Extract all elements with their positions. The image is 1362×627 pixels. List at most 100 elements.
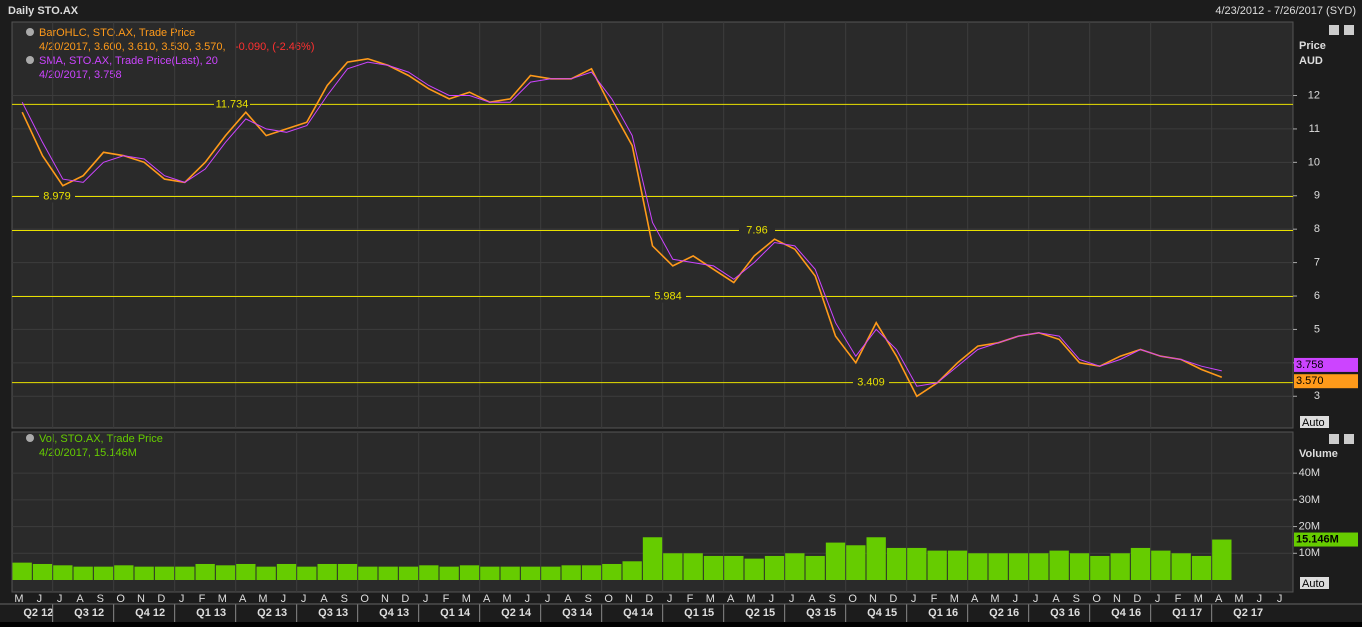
x-tick-label: J (1155, 593, 1161, 605)
x-tick-label: J (525, 593, 531, 605)
volume-bar (805, 555, 825, 580)
x-tick-label: M (1194, 593, 1203, 605)
legend-icon[interactable] (26, 28, 34, 36)
legend-icon[interactable] (26, 434, 34, 442)
x-tick-label: A (320, 593, 328, 605)
x-tick-label: J (1277, 593, 1283, 605)
legend-name: Vol, STO.AX, Trade Price (39, 433, 163, 445)
volume-bar (1110, 553, 1130, 580)
y-tick-label: 30M (1299, 494, 1320, 506)
volume-bar (581, 565, 602, 580)
x-tick-label: M (950, 593, 959, 605)
x-tick-label: J (545, 593, 551, 605)
y-tick-label: 6 (1314, 290, 1320, 302)
volume-bar (358, 566, 378, 580)
y-axis-label: Price (1299, 40, 1326, 52)
grid (12, 432, 1293, 592)
x-tick-label: S (1073, 593, 1080, 605)
annotation-label-bg (650, 290, 686, 303)
x-tick-label: D (401, 593, 409, 605)
grid (12, 22, 1293, 428)
legend-icon[interactable] (26, 56, 34, 64)
x-tick-label: O (848, 593, 857, 605)
annotation-label: 11.734 (216, 98, 249, 110)
volume-bar (439, 566, 459, 580)
x-tick-label: M (990, 593, 999, 605)
volume-bar (297, 566, 317, 580)
restore-button[interactable] (1329, 434, 1339, 444)
volume-bar (1090, 555, 1110, 580)
volume-bar (500, 566, 520, 580)
x-tick-label: M (258, 593, 267, 605)
volume-bar (337, 563, 358, 580)
close-button[interactable] (1344, 434, 1354, 444)
x-tick-label: M (14, 593, 23, 605)
panel-buttons[interactable] (1329, 25, 1354, 444)
auto-button[interactable] (1300, 577, 1329, 589)
x-tick-label: J (667, 593, 673, 605)
y-tick-label: 40M (1299, 467, 1320, 479)
quarter-label: Q2 14 (501, 607, 532, 619)
quarter-label: Q1 15 (684, 607, 714, 619)
auto-button[interactable] (1300, 416, 1329, 428)
volume-bar (825, 542, 846, 580)
volume-bar (114, 565, 134, 580)
volume-bar (1029, 553, 1049, 580)
volume-bar (846, 545, 866, 580)
legend-name: BarOHLC, STO.AX, Trade Price (39, 27, 195, 39)
y-tick-label: 8 (1314, 223, 1320, 235)
x-tick-label: M (746, 593, 755, 605)
y-tick-label: 10M (1299, 547, 1320, 559)
volume-bar (215, 565, 236, 580)
volume-bar (195, 563, 215, 580)
volume-bar (32, 563, 53, 580)
x-tick-label: S (585, 593, 592, 605)
volume-bar (1212, 539, 1232, 580)
x-tick-label: F (931, 593, 938, 605)
x-tick-label: J (789, 593, 795, 605)
x-tick-label: M (1234, 593, 1243, 605)
volume-bar (541, 566, 561, 580)
volume-bar (947, 550, 968, 580)
quarter-label: Q3 14 (562, 607, 593, 619)
volume-bar (256, 566, 276, 580)
x-tick-label: A (727, 593, 735, 605)
volume-bar (927, 550, 947, 580)
x-tick-label: S (341, 593, 348, 605)
volume-bar (1171, 553, 1191, 580)
chart-title: Daily STO.AX (8, 5, 79, 17)
legend-detail: 4/20/2017, 3.758 (39, 69, 122, 81)
volume-bar (1008, 553, 1029, 580)
annotation-label-bg (39, 190, 75, 203)
price-panel (11, 21, 1294, 429)
quarter-label: Q3 16 (1050, 607, 1080, 619)
quarter-label: Q1 14 (440, 607, 471, 619)
volume-bar (561, 565, 581, 580)
last-value-badge (1294, 532, 1358, 547)
volume-bar (93, 566, 114, 580)
close-button[interactable] (1344, 25, 1354, 35)
x-tick-label: J (423, 593, 429, 605)
volume-bar (317, 563, 337, 580)
x-tick-label: J (769, 593, 775, 605)
x-tick-label: M (502, 593, 511, 605)
x-tick-label: N (869, 593, 877, 605)
restore-button[interactable] (1329, 25, 1339, 35)
legend-detail: 4/20/2017, 15.146M (39, 447, 137, 459)
auto-label[interactable]: Auto (1302, 578, 1325, 590)
last-value-label: 3.758 (1296, 359, 1324, 371)
quarter-label: Q2 17 (1233, 607, 1263, 619)
x-tick-label: A (239, 593, 247, 605)
x-tick-label: N (625, 593, 633, 605)
legend-name: SMA, STO.AX, Trade Price(Last), 20 (39, 55, 218, 67)
volume-bar (419, 565, 439, 580)
auto-label[interactable]: Auto (1302, 417, 1325, 429)
quarter-label: Q1 17 (1172, 607, 1202, 619)
x-tick-label: N (1113, 593, 1121, 605)
quarter-label: Q3 12 (74, 607, 104, 619)
y-tick-label: 10 (1308, 156, 1320, 168)
x-tick-label: A (564, 593, 572, 605)
volume-bar (1049, 550, 1069, 580)
annotation-label-bg (214, 98, 250, 111)
